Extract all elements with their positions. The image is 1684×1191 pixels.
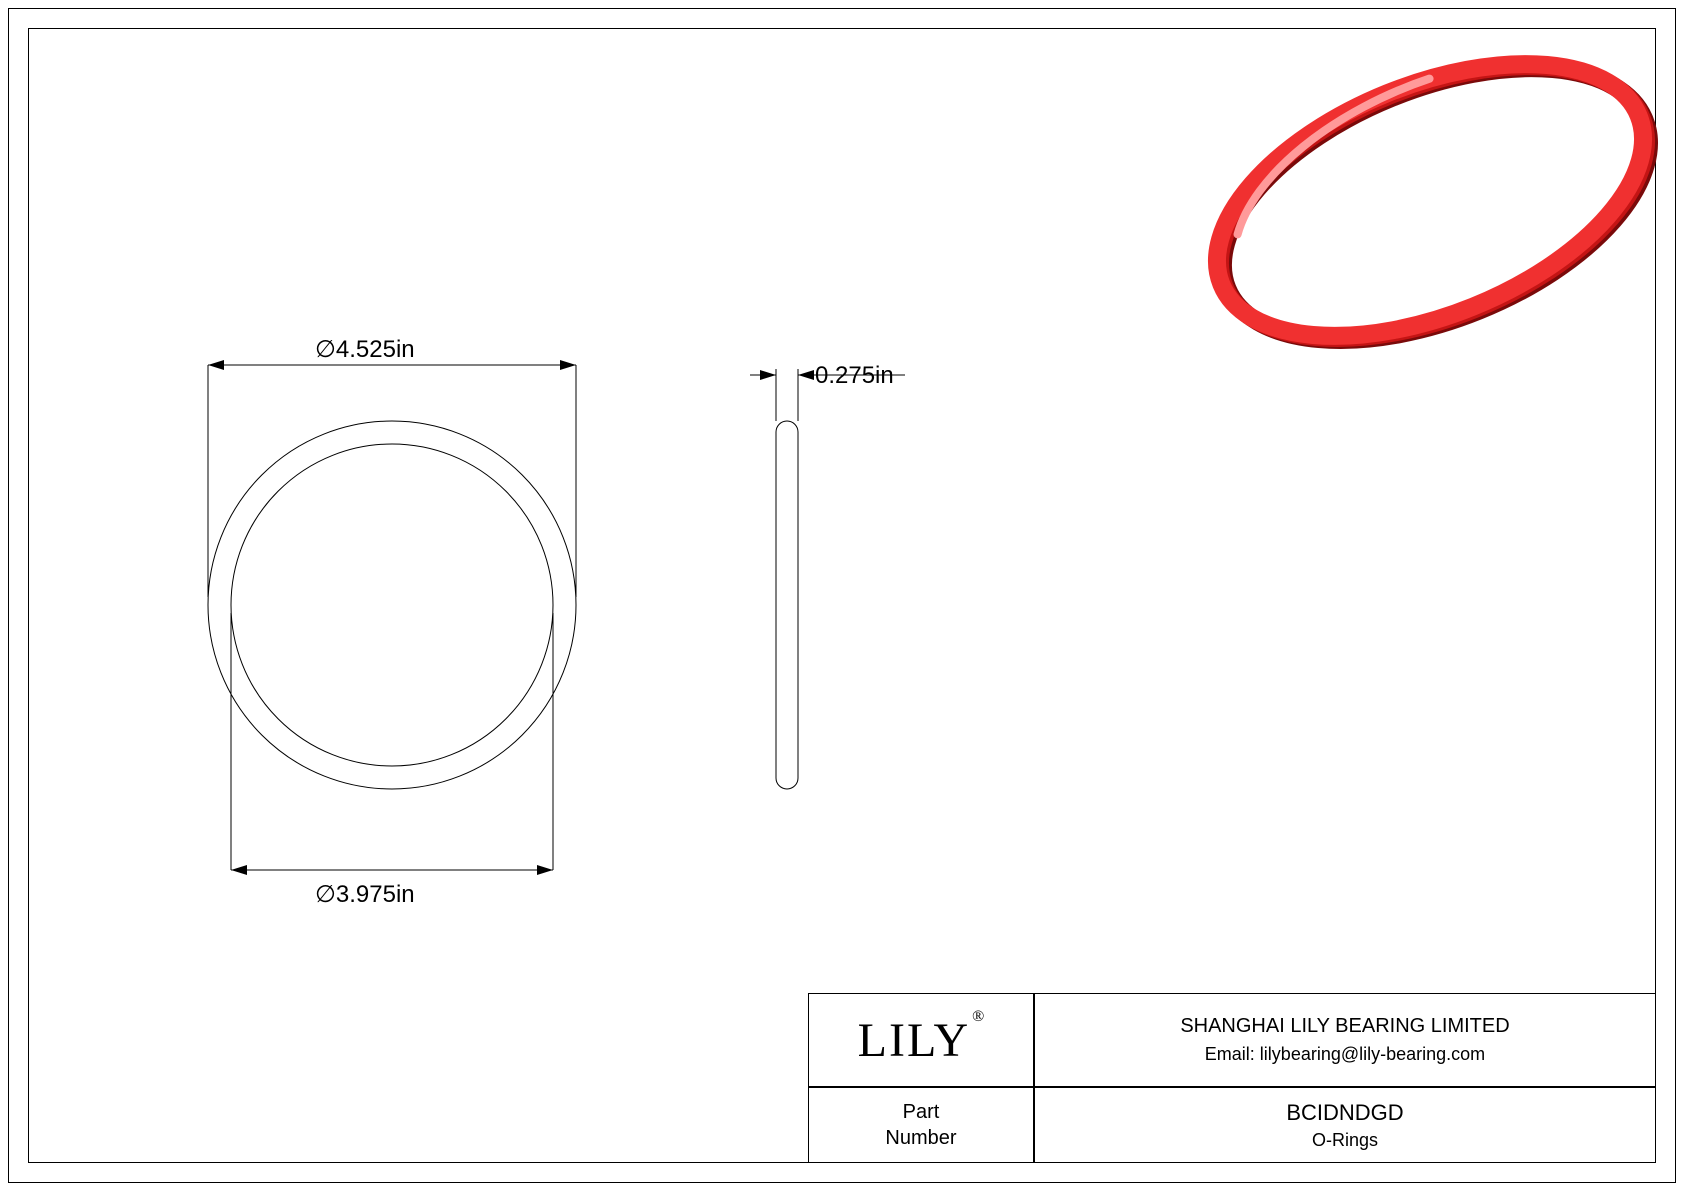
dimensions [208, 360, 905, 875]
company-info: SHANGHAI LILY BEARING LIMITED Email: lil… [1180, 1015, 1509, 1065]
title-block-partvalue-cell: BCIDNDGD O-Rings [1034, 1087, 1656, 1163]
company-email: Email: lilybearing@lily-bearing.com [1180, 1044, 1509, 1065]
registered-icon: ® [972, 1008, 986, 1025]
part-number-label: PartNumber [885, 1099, 956, 1151]
side-view [776, 421, 798, 789]
part-info: BCIDNDGD O-Rings [1286, 1100, 1403, 1151]
logo-text: LILY® [858, 1013, 985, 1068]
dim-outer-label: ∅4.525in [315, 335, 415, 364]
title-block-company-cell: SHANGHAI LILY BEARING LIMITED Email: lil… [1034, 993, 1656, 1087]
title-block-partlabel-cell: PartNumber [808, 1087, 1034, 1163]
part-description: O-Rings [1286, 1130, 1403, 1151]
part-number-value: BCIDNDGD [1286, 1100, 1403, 1126]
title-block: LILY® SHANGHAI LILY BEARING LIMITED Emai… [808, 993, 1656, 1163]
iso-o-ring [1178, 8, 1684, 397]
dim-width-label: 0.275in [815, 362, 894, 390]
company-name: SHANGHAI LILY BEARING LIMITED [1180, 1015, 1509, 1038]
dim-inner-label: ∅3.975in [315, 880, 415, 909]
title-block-logo-cell: LILY® [808, 993, 1034, 1087]
front-view [208, 421, 576, 789]
